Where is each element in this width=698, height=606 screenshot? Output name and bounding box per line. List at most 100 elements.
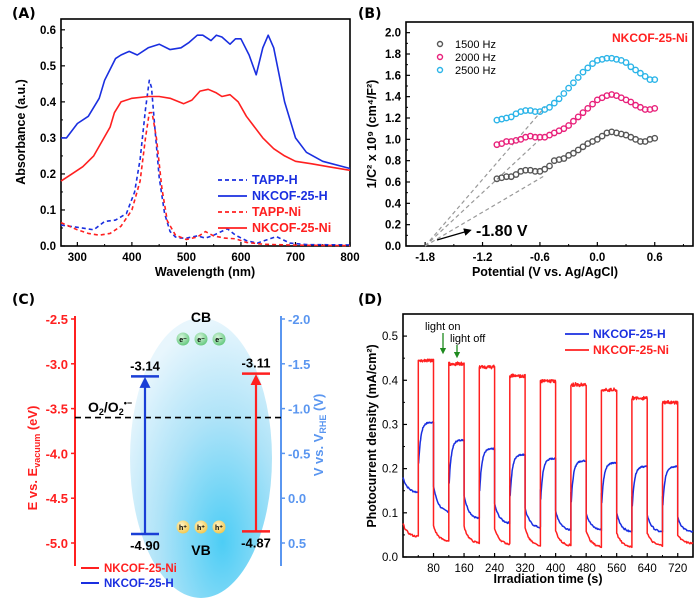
legend-label: TAPP-H (252, 173, 298, 187)
panel-b-mott-schottky-chart: -1.8 -1.2 -0.6 0.0 0.6 0.0 0.2 0.4 0.6 0.8 1.0 1.2 1… (365, 21, 694, 279)
panel-d-xtick-label: 160 (454, 563, 473, 575)
panel-b-ytick-label: 1.6 (385, 70, 401, 82)
right-axis-label: -1.0 (288, 402, 310, 417)
electron-icon (194, 332, 208, 346)
data-point-2500hz (584, 64, 592, 72)
panel-b-title: NKCOF-25-Ni (612, 31, 688, 45)
left-axis-label: -4.5 (46, 491, 68, 506)
panel-b-ytick-label: 1.4 (385, 92, 402, 104)
series-nkcof-25-ni (402, 358, 694, 549)
panel-label-a: (A) (12, 6, 36, 22)
data-point-2500hz (589, 60, 596, 67)
panel-a-ytick-label: 0.3 (40, 133, 56, 145)
series-tapp-ni (60, 111, 351, 247)
fit-line (424, 138, 541, 247)
panel-d-ylabel: Photocurrent density (mA/cm²) (365, 344, 379, 527)
panel-a-xtick-label: 700 (286, 252, 305, 264)
data-point-2500hz (555, 95, 563, 103)
panel-b-ytick-label: 2.0 (385, 28, 401, 40)
vb-value: -4.90 (130, 538, 160, 553)
right-axis-label: -1.5 (288, 357, 310, 372)
panel-a-ylabel: Absorbance (a.u.) (14, 79, 28, 185)
panel-d-ytick-label: 0.2 (382, 464, 398, 476)
light-off-annotation: light off (450, 333, 486, 345)
panel-b-ytick-label: 0.2 (385, 220, 401, 232)
panel-d-xtick-label: 720 (668, 563, 687, 575)
panel-d-xtick-label: 480 (577, 563, 596, 575)
data-point-1500hz (560, 155, 568, 162)
panel-d-xtick-label: 560 (607, 563, 626, 575)
vb-label: VB (191, 542, 210, 558)
fit-line (424, 106, 546, 247)
panel-b-ytick-label: 1.8 (385, 49, 402, 61)
legend-label: NKCOF-25-Ni (252, 221, 331, 235)
panel-b-ytick-label: 0.8 (385, 156, 402, 168)
legend-label: 2500 Hz (455, 65, 496, 77)
panel-b-ytick-label: 0.4 (385, 198, 402, 210)
data-point-1500hz (512, 171, 520, 178)
legend-marker (436, 40, 444, 48)
panel-a-ytick-label: 0.5 (40, 61, 57, 73)
electron-icon (212, 332, 226, 346)
data-point-2500hz (574, 74, 582, 81)
left-axis-label: -3.0 (46, 357, 68, 372)
data-point-1500hz (598, 132, 606, 140)
panel-a-xtick-label: 300 (68, 252, 87, 264)
legend-label: TAPP-Ni (252, 205, 301, 219)
data-point-2000hz (579, 109, 587, 117)
data-point-2500hz (546, 103, 553, 111)
series-nkcof-25-ni (60, 88, 351, 182)
data-point-2500hz (632, 66, 639, 74)
data-point-1500hz (546, 162, 553, 170)
panel-b-xtick-label: -1.8 (415, 252, 435, 264)
panel-label-c: (C) (12, 292, 35, 308)
data-point-1500hz (541, 165, 549, 173)
right-axis-label: -2.0 (288, 312, 310, 327)
data-point-1500hz (570, 149, 577, 157)
panel-b-ylabel: 1/C² x 10⁹ (cm⁴/F²) (365, 80, 379, 189)
panel-b-ytick-label: 0.6 (385, 177, 401, 189)
hole-icon (194, 520, 208, 534)
legend-label: 1500 Hz (455, 39, 496, 51)
hole-icon (212, 520, 226, 534)
panel-d-frame (402, 313, 694, 558)
data-point-2500hz (560, 90, 568, 97)
band-oval (130, 318, 272, 598)
vb-value: -4.87 (241, 535, 271, 550)
data-point-1500hz (574, 146, 582, 154)
panel-d-xlabel: Irradiation time (s) (493, 572, 602, 586)
panel-b-xtick-label: 0.6 (647, 252, 663, 264)
legend-label: NKCOF-25-H (593, 327, 666, 341)
panel-b-xlabel: Potential (V vs. Ag/AgCl) (472, 265, 618, 279)
data-point-2500hz (570, 79, 577, 87)
legend-marker (436, 66, 444, 74)
data-point-1500hz (593, 135, 601, 143)
cb-label: CB (191, 309, 211, 325)
legend-label: NKCOF-25-H (252, 189, 328, 203)
panel-a-ytick-label: 0.4 (40, 97, 57, 109)
left-axis-label: -3.5 (46, 402, 68, 417)
panel-d-ytick-label: 0.3 (382, 419, 398, 431)
data-point-1500hz (651, 134, 659, 142)
panel-b-annotation: -1.80 V (476, 223, 528, 240)
panel-b-ytick-label: 0.0 (385, 241, 401, 253)
hole-label: h⁺ (215, 525, 223, 532)
series-tapp-h (60, 79, 351, 246)
panel-d-photocurrent-chart: 80 160 240 320 400 480 560 640 720 0.0 0.1 0.2 0.3 0.… (365, 313, 694, 586)
data-point-2000hz (560, 125, 568, 133)
panel-d-xtick-label: 80 (427, 563, 440, 575)
panel-d-xtick-label: 640 (638, 563, 657, 575)
data-point-2500hz (636, 69, 644, 77)
panel-b-xtick-label: 0.0 (589, 252, 605, 264)
data-point-2000hz (627, 98, 635, 106)
panel-a-xtick-label: 500 (177, 252, 196, 264)
panel-d-ytick-label: 0.5 (382, 331, 398, 343)
data-point-2000hz (570, 117, 577, 125)
data-point-2500hz (565, 84, 573, 92)
legend-marker (436, 53, 444, 61)
panel-d-xtick-label: 400 (546, 563, 565, 575)
fit-line (424, 175, 546, 247)
panel-a-ytick-label: 0.1 (40, 205, 57, 217)
right-axis-label: -0.5 (288, 446, 310, 461)
